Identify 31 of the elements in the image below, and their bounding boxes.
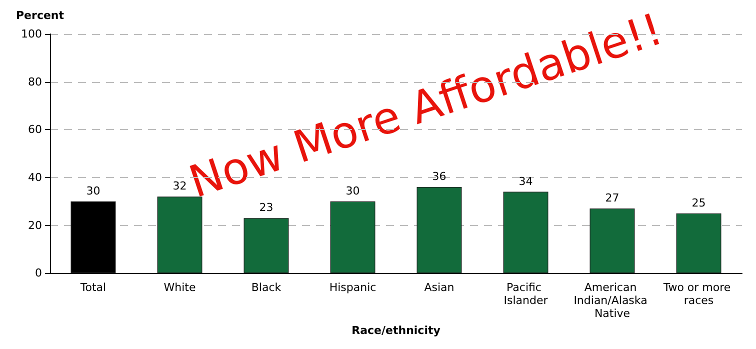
x-tick-label: Black: [251, 281, 282, 294]
bar: [503, 192, 548, 274]
bar: [330, 201, 376, 274]
x-tick-label: Pacific Islander: [504, 281, 548, 308]
data-label: 25: [692, 196, 706, 210]
y-axis-title: Percent: [16, 9, 64, 22]
bar: [590, 208, 635, 274]
y-tick-label: 40: [28, 170, 42, 184]
x-tick-label: American Indian/Alaska Native: [574, 281, 651, 320]
bar: [244, 218, 289, 274]
x-tick-label: Asian: [424, 281, 454, 294]
bar: [157, 196, 202, 274]
data-label: 23: [259, 201, 274, 214]
bar: [416, 187, 462, 274]
x-tick-label: Hispanic: [329, 281, 376, 294]
x-tick-label: Total: [79, 281, 106, 294]
y-tick-label: 80: [28, 75, 42, 88]
x-axis-title: Race/ethnicity: [352, 324, 440, 337]
bar: [676, 213, 722, 274]
x-tick-label: Two or more races: [662, 281, 734, 308]
data-label: 32: [172, 180, 187, 193]
data-label: 30: [346, 184, 360, 198]
data-label: 36: [432, 170, 446, 184]
x-tick-label: White: [164, 281, 196, 294]
y-tick-label: 20: [28, 218, 42, 232]
data-label: 34: [518, 174, 533, 188]
y-tick-label: 60: [28, 123, 42, 136]
y-tick-label: 0: [35, 266, 42, 280]
data-label: 27: [605, 192, 620, 205]
data-label: 30: [86, 184, 100, 198]
y-tick-label: 100: [21, 28, 42, 40]
